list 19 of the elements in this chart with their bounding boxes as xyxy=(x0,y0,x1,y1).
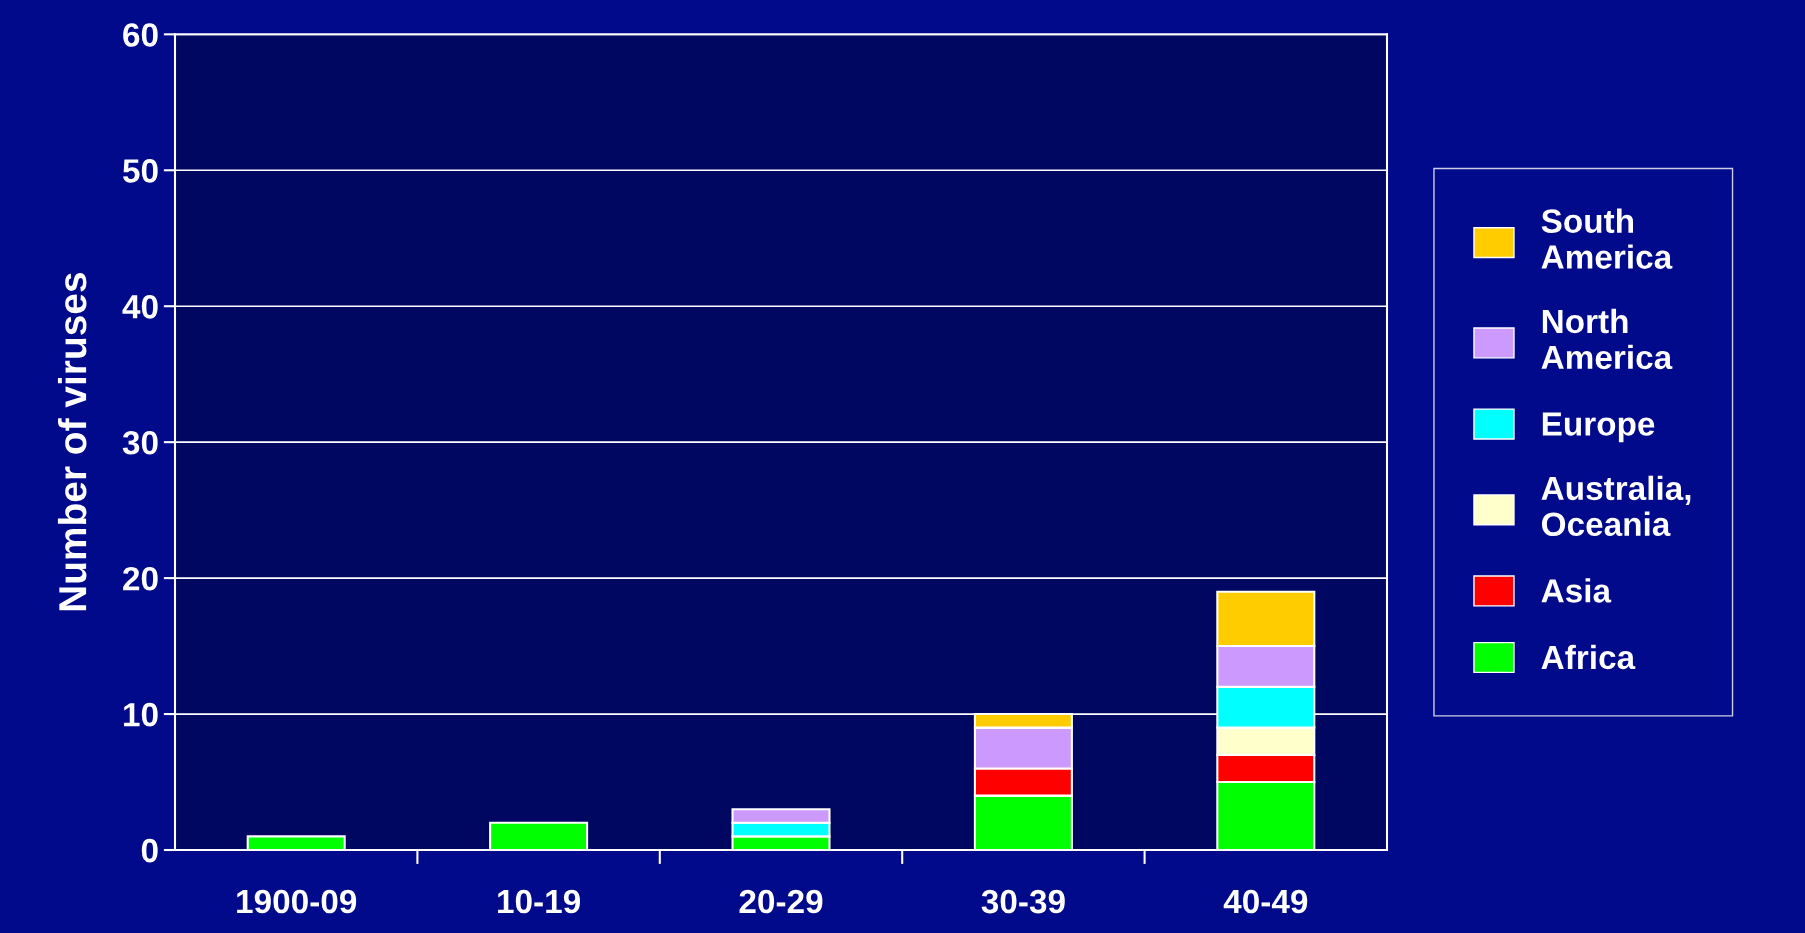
legend-label: Europe xyxy=(1542,412,1655,443)
legend-label: Asia xyxy=(1541,578,1612,603)
x-tick-label: 1900-09 xyxy=(237,889,357,914)
legend-label: Africa xyxy=(1541,644,1636,670)
x-tick-label: 20-29 xyxy=(739,889,823,914)
y-tick-label: 10 xyxy=(124,702,158,727)
legend-label: South America xyxy=(1541,208,1673,269)
legend-label: Australia, Oceania xyxy=(1541,475,1691,537)
x-tick-label: 30-39 xyxy=(981,889,1065,914)
y-tick-label: 50 xyxy=(122,159,158,183)
y-tick-label: 30 xyxy=(122,430,158,455)
x-tick-label: 40-49 xyxy=(1223,889,1308,914)
y-tick-label: 20 xyxy=(123,566,158,591)
y-tick-label: 60 xyxy=(123,23,158,47)
y-axis-title: Number of viruses xyxy=(57,273,87,611)
x-tick-label: 10-19 xyxy=(498,889,580,914)
y-tick-label: 40 xyxy=(122,295,158,319)
legend-label: North America xyxy=(1541,308,1673,370)
y-tick-label: 0 xyxy=(141,838,158,863)
